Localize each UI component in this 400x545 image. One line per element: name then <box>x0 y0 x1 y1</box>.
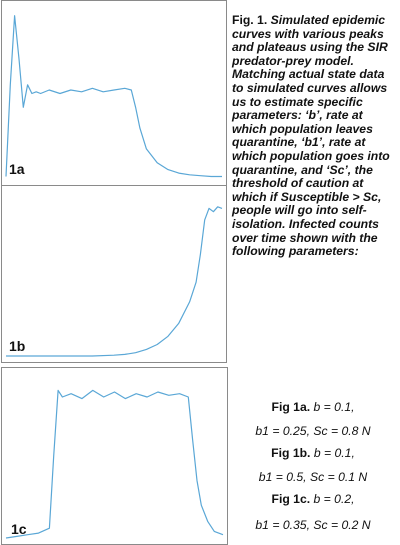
param-1b-head: Fig 1b. <box>271 446 311 460</box>
panel-label-1b: 1b <box>9 338 26 354</box>
series-line-1c <box>5 389 224 539</box>
param-1c-line2: b1 = 0.35, Sc = 0.2 N <box>255 518 371 532</box>
panel-label-1a: 1a <box>9 161 25 177</box>
param-1a-line1: Fig 1a. b = 0.1, <box>228 400 398 414</box>
chart-panel-1c <box>1 367 228 545</box>
series-line-1b <box>6 206 223 357</box>
figure-caption: Fig. 1. Simulated epidemic curves with v… <box>232 13 396 259</box>
param-1c-head: Fig 1c. <box>271 492 311 506</box>
param-1c-line1: Fig 1c. b = 0.2, <box>228 492 398 506</box>
param-1a-head: Fig 1a. <box>271 400 311 414</box>
panel-label-1c: 1c <box>11 521 27 537</box>
param-1b-b: b = 0.1, <box>313 446 355 460</box>
caption-lead: Fig. 1. <box>232 13 268 27</box>
chart-panel-1b <box>1 185 227 363</box>
chart-panel-1a <box>1 0 227 187</box>
chart-1c-plot <box>5 389 224 539</box>
param-1b-line1: Fig 1b. b = 0.1, <box>228 446 398 460</box>
param-1b-line2: b1 = 0.5, Sc = 0.1 N <box>258 470 368 484</box>
series-line-1a <box>5 15 222 178</box>
caption-body: Simulated epidemic curves with various p… <box>232 13 390 259</box>
chart-1a-plot <box>5 15 222 178</box>
param-1a-line2: b1 = 0.25, Sc = 0.8 N <box>255 424 371 438</box>
param-1c-b: b = 0.2, <box>313 492 355 506</box>
param-1a-b: b = 0.1, <box>313 400 355 414</box>
chart-1b-plot <box>6 206 223 357</box>
